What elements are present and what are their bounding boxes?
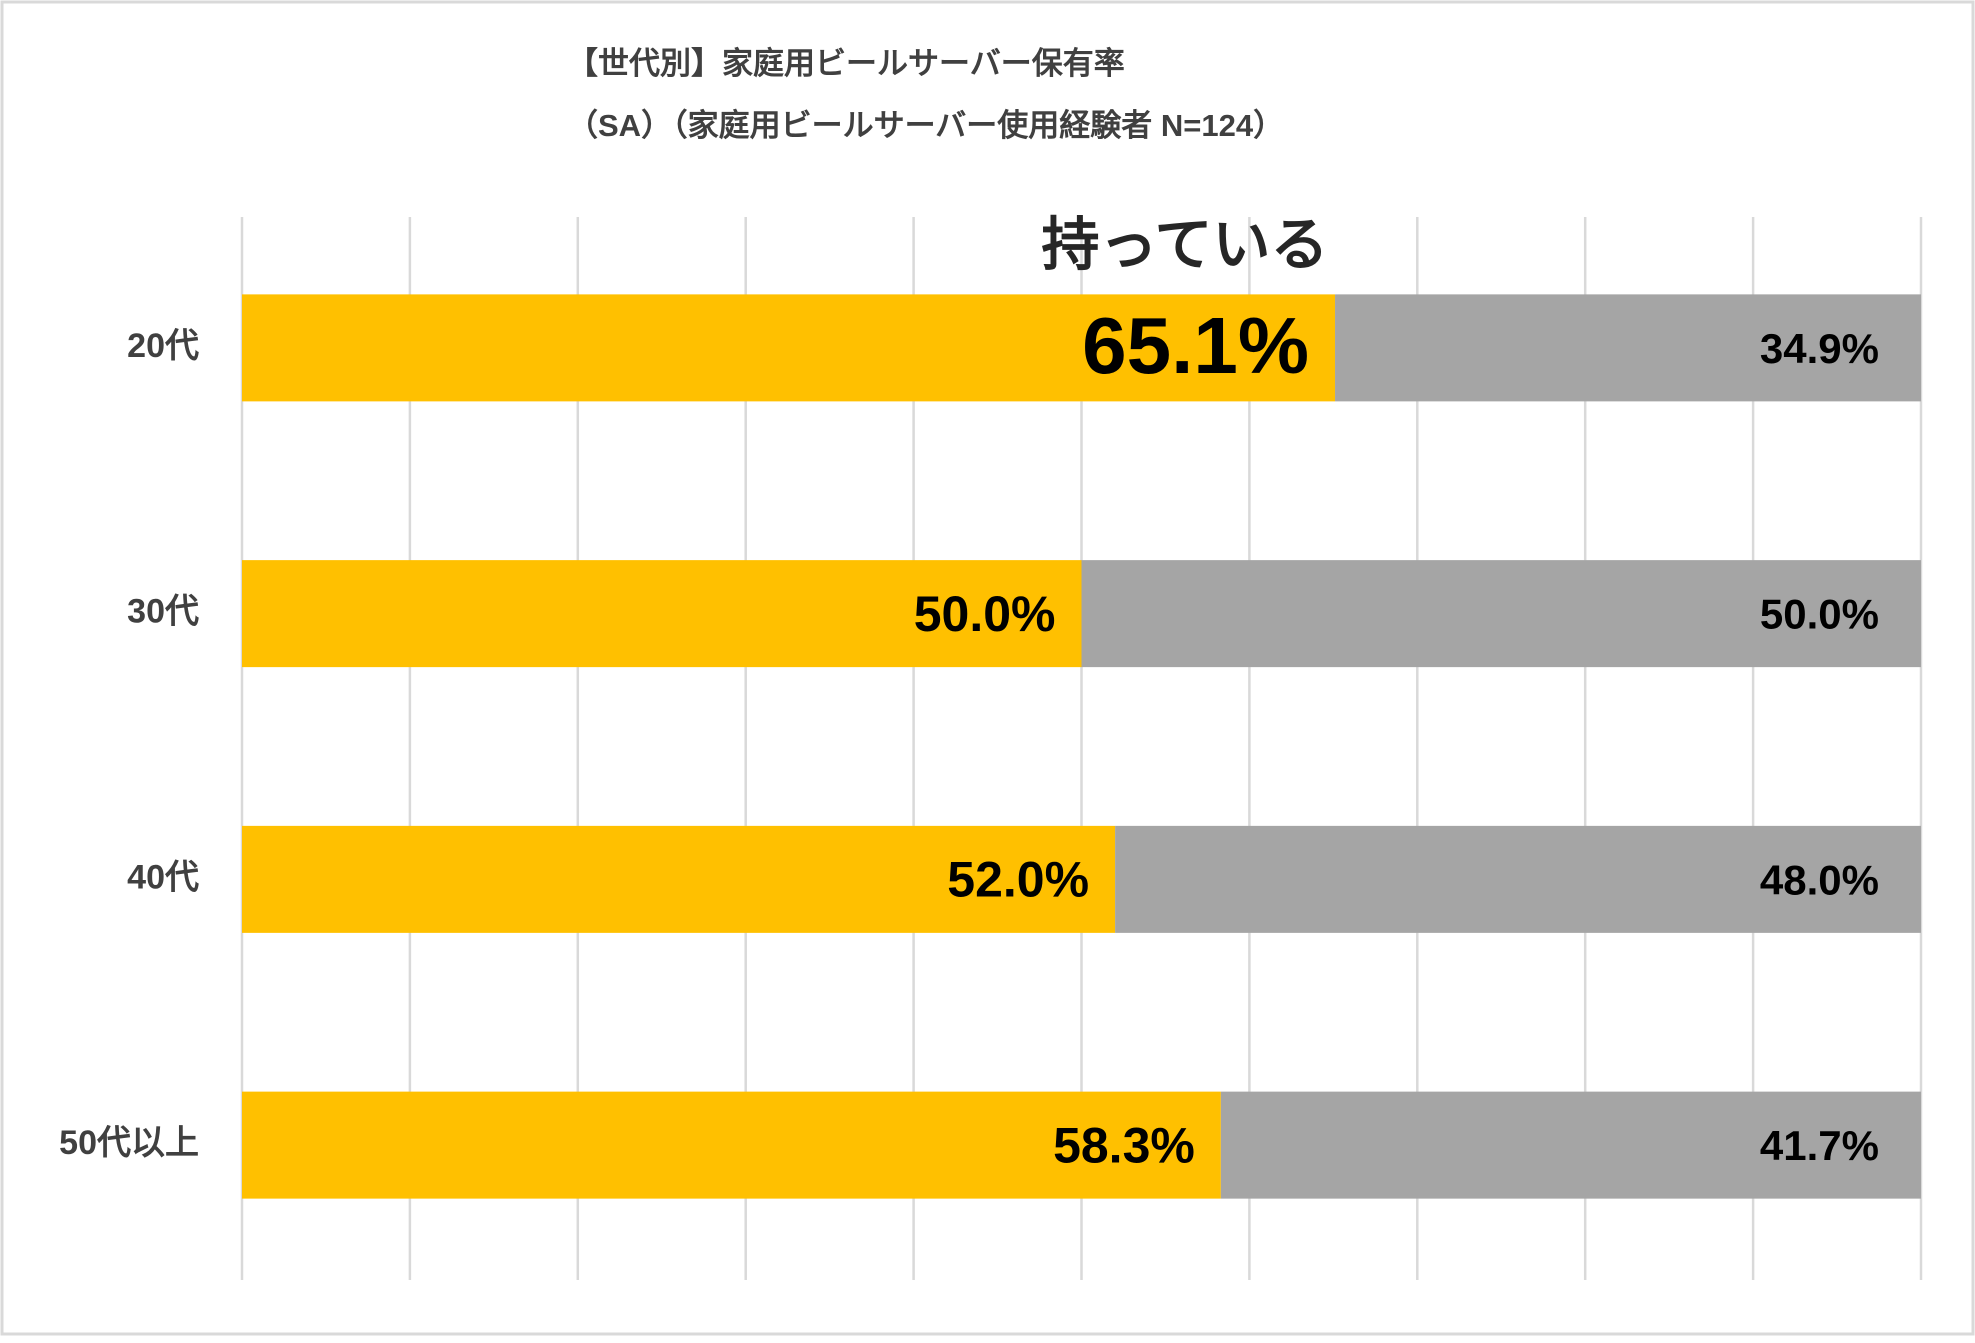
bar-segment xyxy=(242,1091,1221,1199)
data-label: 48.0% xyxy=(1760,856,1879,903)
data-label: 41.7% xyxy=(1760,1122,1879,1169)
bar-segment xyxy=(1081,560,1921,668)
y-tick-label: 20代 xyxy=(127,327,199,365)
bar-segment xyxy=(242,825,1116,933)
bar-segment xyxy=(1115,825,1921,933)
series-annotation: 持っている xyxy=(1041,212,1328,277)
data-label: 50.0% xyxy=(1760,591,1879,638)
bar-segment xyxy=(242,294,1336,402)
y-tick-label: 40代 xyxy=(127,858,199,896)
data-label: 58.3% xyxy=(1053,1117,1195,1173)
bar-segment xyxy=(242,560,1082,668)
data-label: 65.1% xyxy=(1082,301,1309,390)
bar-segment xyxy=(1220,1091,1921,1199)
chart-subtitle: （SA）（家庭用ビールサーバー使用経験者 N=124） xyxy=(567,108,1284,143)
y-tick-label: 30代 xyxy=(127,593,199,631)
chart-title: 【世代別】家庭用ビールサーバー保有率 xyxy=(567,46,1125,81)
bar-segment xyxy=(1335,294,1921,402)
data-label: 34.9% xyxy=(1760,325,1879,372)
data-label: 50.0% xyxy=(914,586,1056,642)
data-label: 52.0% xyxy=(947,852,1089,908)
y-tick-label: 50代以上 xyxy=(59,1124,199,1162)
